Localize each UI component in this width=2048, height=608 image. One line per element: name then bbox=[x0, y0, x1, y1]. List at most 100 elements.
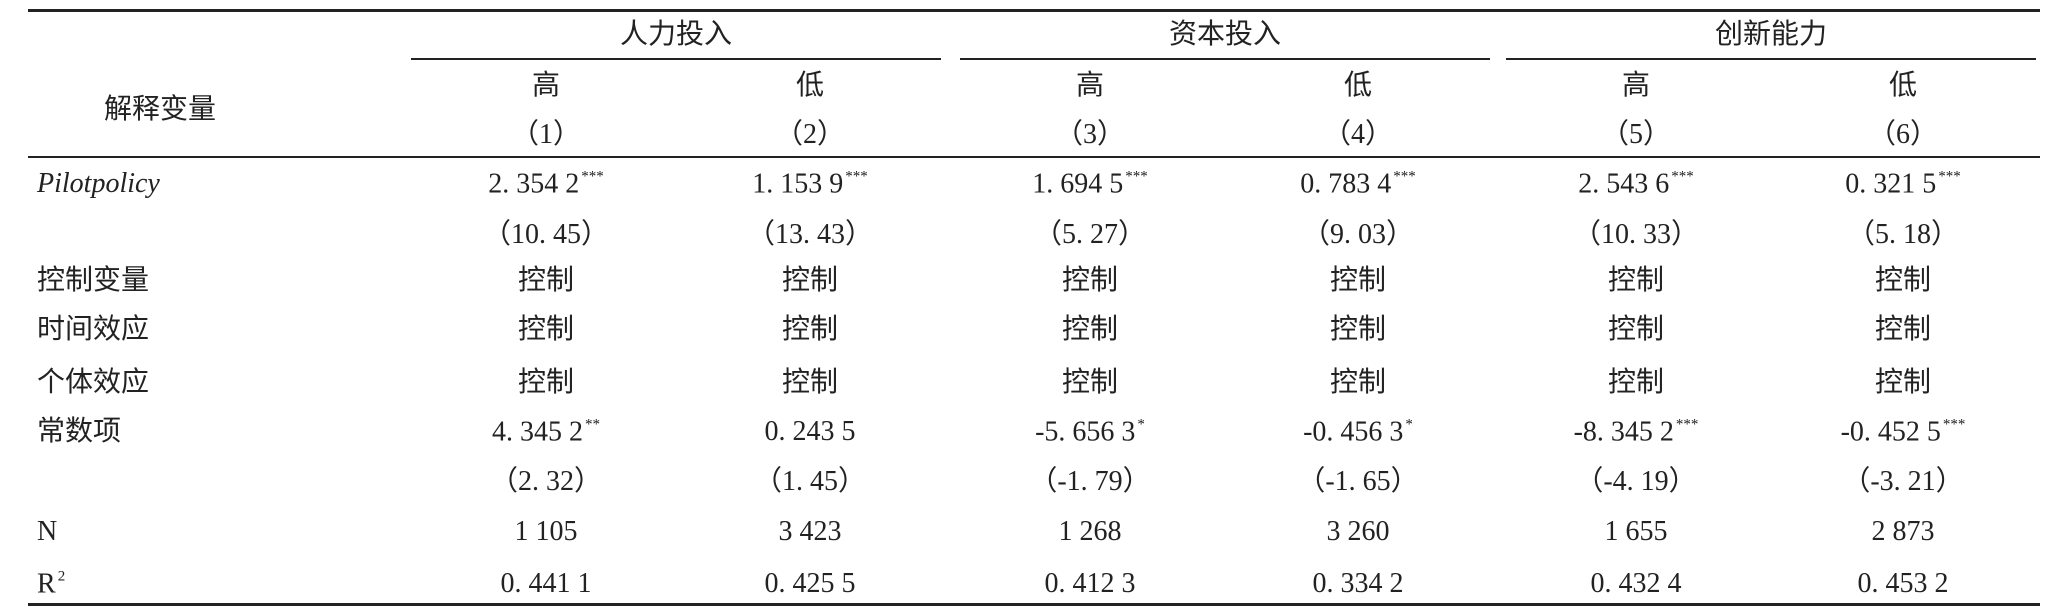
cell: -0. 452 5 *** bbox=[1841, 416, 1966, 447]
cell: 控制 bbox=[518, 316, 574, 344]
cell: 0. 243 5 bbox=[765, 418, 856, 446]
cell: 0. 783 4 *** bbox=[1300, 169, 1416, 199]
cell: 3 423 bbox=[779, 518, 842, 546]
cell: 0. 432 4 bbox=[1591, 570, 1682, 598]
row-label-text: 个体效应 bbox=[37, 367, 150, 398]
group-header: 人力投入 bbox=[619, 19, 733, 50]
cell: 控制 bbox=[1608, 267, 1664, 295]
cell: 3 260 bbox=[1327, 518, 1390, 546]
cell: （-1. 65） bbox=[1297, 468, 1418, 496]
cell-value: 0. 321 5 bbox=[1845, 168, 1937, 200]
cell-value: 控制 bbox=[781, 265, 839, 296]
cell: （-1. 79） bbox=[1029, 468, 1150, 496]
level-header: 低 bbox=[1888, 70, 1918, 101]
cell: 控制 bbox=[1062, 267, 1118, 295]
row-label: N bbox=[37, 518, 57, 546]
cell: （10. 45） bbox=[483, 221, 609, 249]
significance-stars: *** bbox=[1938, 168, 1961, 185]
cell-value: 4. 345 2 bbox=[492, 416, 583, 448]
significance-stars: *** bbox=[1675, 416, 1699, 433]
cell-value: 3 423 bbox=[778, 516, 842, 547]
cell-value: （-1. 79） bbox=[1029, 466, 1151, 497]
level-header: 低 bbox=[795, 70, 825, 101]
cell-value: 1 105 bbox=[514, 516, 578, 547]
cell-value: 控制 bbox=[517, 314, 575, 345]
cell-value: 0. 334 2 bbox=[1312, 568, 1404, 599]
level-header: 高 bbox=[1075, 70, 1105, 101]
cell-value: （1. 45） bbox=[753, 466, 867, 497]
cell: 控制 bbox=[1875, 369, 1931, 397]
cell-value: 控制 bbox=[1061, 265, 1119, 296]
cell-value: 控制 bbox=[517, 367, 575, 398]
cell: 控制 bbox=[1875, 316, 1931, 344]
cell: （2. 32） bbox=[490, 468, 602, 496]
cell-value: （10. 33） bbox=[1572, 219, 1700, 250]
cell: -8. 345 2 *** bbox=[1574, 416, 1699, 447]
cell-value: 控制 bbox=[1329, 314, 1387, 345]
cell: 控制 bbox=[1608, 316, 1664, 344]
cell: -5. 656 3 * bbox=[1035, 417, 1145, 447]
column-number: （2） bbox=[774, 119, 846, 150]
cell-value: 1 268 bbox=[1058, 516, 1122, 547]
cell: 0. 441 1 bbox=[501, 570, 592, 598]
cell-value: 1. 694 5 bbox=[1032, 168, 1124, 200]
cell-value: -0. 456 3 bbox=[1303, 416, 1404, 448]
column-number: （5） bbox=[1600, 119, 1672, 150]
column-number: （4） bbox=[1322, 119, 1394, 150]
cell-value: 控制 bbox=[517, 265, 575, 296]
cell: 0. 321 5 *** bbox=[1845, 168, 1961, 200]
significance-stars: *** bbox=[845, 168, 868, 185]
cell: （10. 33） bbox=[1573, 221, 1699, 249]
significance-stars: *** bbox=[581, 168, 604, 185]
row-label: 时间效应 bbox=[37, 316, 149, 344]
cell: （13. 43） bbox=[747, 221, 873, 249]
row-label-header: 解释变量 bbox=[103, 94, 217, 125]
cell-value: （-1. 65） bbox=[1297, 466, 1419, 497]
significance-stars: * bbox=[1405, 416, 1413, 433]
cell-value: 0. 243 5 bbox=[764, 416, 856, 447]
cell: 0. 412 3 bbox=[1045, 570, 1136, 598]
row-label: Pilotpolicy bbox=[37, 170, 160, 198]
row-label-text: 常数项 bbox=[37, 416, 122, 447]
cell: 2 873 bbox=[1872, 518, 1935, 546]
significance-stars: *** bbox=[1671, 168, 1694, 185]
cell-value: 2. 354 2 bbox=[488, 168, 580, 200]
cell-value: 1 655 bbox=[1604, 516, 1668, 547]
cell-value: 控制 bbox=[1874, 367, 1932, 398]
group-header: 资本投入 bbox=[1168, 19, 1282, 50]
cell-value: 3 260 bbox=[1326, 516, 1390, 547]
cell: 控制 bbox=[1062, 316, 1118, 344]
cell-value: 控制 bbox=[1329, 265, 1387, 296]
level-header: 低 bbox=[1343, 70, 1373, 101]
column-number: （6） bbox=[1867, 119, 1939, 150]
cell: 控制 bbox=[782, 316, 838, 344]
cell-value: （2. 32） bbox=[489, 466, 603, 497]
row-label-sup: 2 bbox=[57, 568, 66, 585]
cell-value: （13. 43） bbox=[746, 219, 874, 250]
top-rule bbox=[28, 9, 2040, 12]
significance-stars: *** bbox=[1942, 416, 1966, 433]
level-header: 高 bbox=[1621, 70, 1651, 101]
cell-value: （-3. 21） bbox=[1842, 466, 1964, 497]
cell: 1 105 bbox=[515, 518, 578, 546]
cell: 控制 bbox=[1330, 267, 1386, 295]
cell: 1. 694 5 *** bbox=[1032, 168, 1148, 200]
cell-value: 控制 bbox=[1607, 314, 1665, 345]
cell: 控制 bbox=[782, 267, 838, 295]
cell-value: 控制 bbox=[1607, 265, 1665, 296]
cell: 控制 bbox=[1875, 267, 1931, 295]
cell: 1 655 bbox=[1605, 518, 1668, 546]
cell: 控制 bbox=[1330, 316, 1386, 344]
row-label: 个体效应 bbox=[37, 369, 149, 397]
cell: （5. 18） bbox=[1847, 221, 1959, 249]
cell-value: 0. 412 3 bbox=[1044, 568, 1136, 599]
cell: 0. 453 2 bbox=[1858, 570, 1949, 598]
cell: 2. 354 2 *** bbox=[488, 168, 604, 200]
group-header: 创新能力 bbox=[1714, 19, 1828, 50]
group-rule bbox=[960, 58, 1490, 60]
cell: -0. 456 3 * bbox=[1303, 416, 1413, 448]
cell-value: 2. 543 6 bbox=[1578, 168, 1670, 200]
header-rule bbox=[28, 156, 2040, 158]
